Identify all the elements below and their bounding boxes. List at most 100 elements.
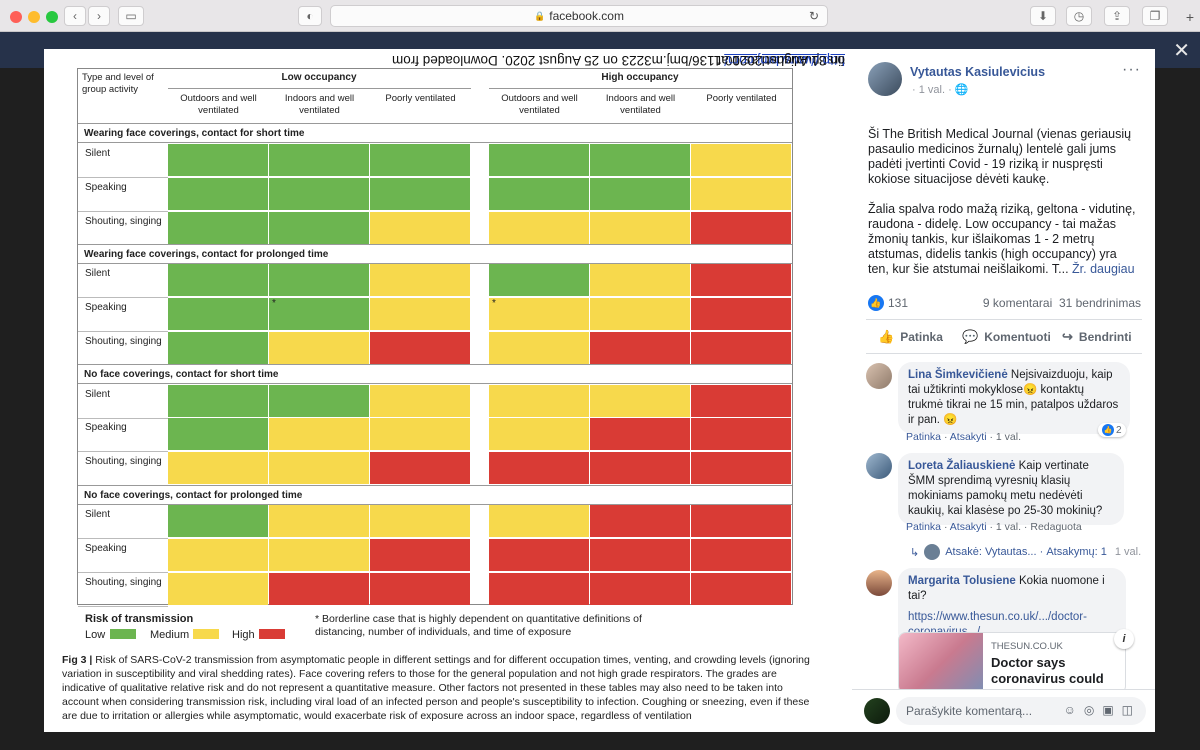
section-header: No face coverings, contact for short tim… xyxy=(78,364,792,384)
comment-input[interactable]: Parašykite komentarą... xyxy=(896,697,1146,725)
comment-bubble: Lina Šimkevičienė Nejsivaizduoju, kaip t… xyxy=(898,362,1130,434)
risk-cell xyxy=(269,332,369,364)
risk-cell xyxy=(489,212,589,244)
clock-icon: ◷ xyxy=(1073,9,1085,23)
reply-arrow-icon: ↳ xyxy=(910,546,920,559)
reload-icon[interactable]: ↻ xyxy=(808,9,819,23)
more-options-icon[interactable]: ··· xyxy=(1122,61,1141,78)
browser-toolbar: ‹ › ▭ ◐ 🔒 facebook.com ↻ ⬇ ◷ ⇪ ❐ + xyxy=(0,0,1200,32)
comment-icon: 💬 xyxy=(962,329,979,344)
emoji-icon[interactable]: ☺ xyxy=(1063,703,1084,717)
side-text-post: on 31 August 2020 at xyxy=(717,53,845,68)
see-more-link[interactable]: Žr. daugiau xyxy=(1072,262,1135,276)
reply-author[interactable]: Atsakė: Vytautas... xyxy=(945,546,1037,558)
post-time[interactable]: · 1 val. · xyxy=(912,84,952,96)
comment-meta: Patinka · Atsakyti · 1 val. xyxy=(906,431,1022,443)
sidebar-button[interactable]: ▭ xyxy=(118,6,144,26)
commenter-name[interactable]: Lina Šimkevičienė xyxy=(908,369,1008,381)
risk-cell xyxy=(370,573,470,605)
comment-like-link[interactable]: Patinka xyxy=(906,431,942,443)
commenter-name[interactable]: Loreta Žaliauskienė xyxy=(908,460,1016,472)
sidebar-icon: ▭ xyxy=(125,9,137,23)
tabs-button[interactable]: ❐ xyxy=(1142,6,1168,26)
section-header: Wearing face coverings, contact for shor… xyxy=(78,123,792,143)
risk-cell xyxy=(168,505,268,537)
composer-tools: ☺◎▣◫ xyxy=(1064,703,1141,717)
gif-icon[interactable]: ▣ xyxy=(1102,703,1122,717)
commenter-name[interactable]: Margarita Tolusiene xyxy=(908,575,1016,587)
post-photo[interactable]: Type and level of group activity Low occu… xyxy=(44,49,850,732)
row-divider xyxy=(78,331,168,332)
risk-cell xyxy=(269,505,369,537)
share-post-button[interactable]: ↪ Bendrinti xyxy=(1062,329,1132,345)
risk-cell xyxy=(691,505,791,537)
high-occupancy-header: High occupancy xyxy=(601,72,679,83)
view-replies[interactable]: ↳ Atsakė: Vytautas... · Atsakymų: 1 1 va… xyxy=(910,544,1142,560)
new-tab-icon[interactable]: + xyxy=(1185,9,1194,25)
comment-count[interactable]: 9 komentarai xyxy=(982,296,1053,310)
legend-high-swatch xyxy=(259,629,285,639)
risk-cell xyxy=(691,212,791,244)
like-button[interactable]: 👍 Patinka xyxy=(878,329,943,345)
comment-like-link[interactable]: Patinka xyxy=(906,521,942,533)
avatar[interactable] xyxy=(866,570,892,596)
row-divider xyxy=(78,606,168,607)
avatar[interactable] xyxy=(866,453,892,479)
comment-reactions[interactable]: 👍 2 xyxy=(1098,423,1126,437)
row-divider xyxy=(78,451,168,452)
row-label: Silent xyxy=(85,389,111,400)
row-label: Shouting, singing xyxy=(85,336,162,347)
url-text: facebook.com xyxy=(549,9,624,23)
avatar xyxy=(864,698,890,724)
table-corner-label: Type and level of group activity xyxy=(82,72,154,95)
legend-medium-label: Medium xyxy=(150,629,190,641)
comment-text: Nejsivaizduoju, kaip tai užtikrinti moky… xyxy=(908,369,1119,426)
author-name[interactable]: Vytautas Kasiulevicius xyxy=(910,65,1046,79)
chevron-right-icon: › xyxy=(97,9,101,23)
close-window-button[interactable] xyxy=(10,11,22,23)
share-count[interactable]: 31 bendrinimas xyxy=(1058,296,1141,310)
risk-cell xyxy=(168,144,268,176)
downloads-button[interactable]: ⬇ xyxy=(1030,6,1056,26)
risk-cell xyxy=(590,385,690,417)
share-arrow-icon: ↪ xyxy=(1062,329,1073,344)
comment-time[interactable]: 1 val. xyxy=(995,521,1022,533)
info-icon[interactable]: i xyxy=(1114,629,1134,649)
reaction-summary[interactable]: 👍 131 xyxy=(868,295,908,311)
comment-time[interactable]: 1 val. xyxy=(995,431,1022,443)
row-label: Shouting, singing xyxy=(85,456,162,467)
comment-reply-link[interactable]: Atsakyti xyxy=(949,431,987,443)
reply-count[interactable]: Atsakymų: 1 xyxy=(1046,546,1107,558)
zoom-window-button[interactable] xyxy=(46,11,58,23)
share-button[interactable]: ⇪ xyxy=(1104,6,1130,26)
column-header: Poorly ventilated xyxy=(385,93,456,104)
risk-cell xyxy=(489,452,589,484)
sticker-icon[interactable]: ◫ xyxy=(1121,703,1141,717)
risk-cell xyxy=(370,505,470,537)
back-button[interactable]: ‹ xyxy=(64,6,86,26)
comment-reply-link[interactable]: Atsakyti xyxy=(949,521,987,533)
avatar[interactable] xyxy=(868,62,902,96)
link-preview-card[interactable]: THESUN.CO.UK Doctor says coronavirus cou… xyxy=(898,632,1126,694)
comment-placeholder: Parašykite komentarą... xyxy=(906,704,1033,718)
low-occupancy-header: Low occupancy xyxy=(281,72,357,83)
address-bar[interactable]: 🔒 facebook.com ↻ xyxy=(330,5,828,27)
risk-cell xyxy=(168,418,268,450)
chevron-left-icon: ‹ xyxy=(73,9,77,23)
privacy-button[interactable]: ◐ xyxy=(298,6,322,26)
avatar[interactable] xyxy=(866,363,892,389)
minimize-window-button[interactable] xyxy=(28,11,40,23)
comment-reaction-count: 2 xyxy=(1116,424,1122,436)
close-icon[interactable]: ✕ xyxy=(1173,40,1190,62)
column-header: Outdoors and well ventilated xyxy=(501,93,578,116)
post-panel: Vytautas Kasiulevicius · 1 val. · 🌐 ··· … xyxy=(852,49,1155,732)
camera-icon[interactable]: ◎ xyxy=(1083,703,1103,717)
like-icon: 👍 xyxy=(868,295,884,311)
history-button[interactable]: ◷ xyxy=(1066,6,1092,26)
link-source: THESUN.CO.UK xyxy=(991,641,1063,652)
comment-edited: Redaguota xyxy=(1030,521,1082,533)
risk-cell xyxy=(590,212,690,244)
comment-button[interactable]: 💬 Komentuoti xyxy=(962,329,1051,345)
forward-button[interactable]: › xyxy=(88,6,110,26)
risk-cell xyxy=(489,539,589,571)
